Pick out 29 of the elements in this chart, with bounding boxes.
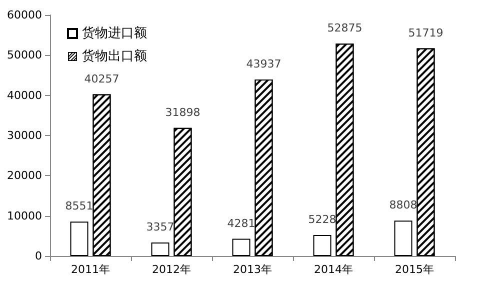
- y-tick-label: 30000: [7, 129, 42, 142]
- data-label: 4281: [227, 216, 256, 230]
- y-tick-label: 20000: [7, 169, 42, 182]
- bar: [151, 242, 170, 256]
- legend-label: 货物出口额: [82, 49, 147, 64]
- data-label: 40257: [84, 72, 120, 86]
- y-tick-label: 10000: [7, 209, 42, 222]
- data-label: 8551: [65, 200, 94, 213]
- data-label: 3357: [146, 220, 174, 234]
- data-label: 43937: [246, 58, 282, 71]
- x-tick-label: 2014年: [314, 263, 353, 276]
- bar: [394, 220, 412, 256]
- bar: [70, 222, 88, 256]
- bar: [313, 235, 332, 256]
- bar: [232, 238, 250, 256]
- legend-label: 货物进口额: [82, 26, 147, 41]
- y-tick-label: 60000: [7, 8, 42, 22]
- x-tick-label: 2015年: [395, 263, 434, 276]
- x-tick-label: 2012年: [152, 263, 191, 276]
- y-tick-label: 0: [35, 250, 42, 262]
- data-label: 8808: [389, 198, 418, 212]
- x-tick-label: 2013年: [233, 263, 272, 276]
- y-tick-label: 50000: [7, 48, 42, 62]
- x-tick-label: 2011年: [71, 263, 110, 276]
- y-tick-label: 40000: [7, 88, 42, 102]
- data-label: 5228: [308, 213, 336, 226]
- data-label: 52875: [327, 22, 362, 35]
- data-label: 51719: [408, 26, 444, 40]
- data-label: 31898: [165, 106, 200, 119]
